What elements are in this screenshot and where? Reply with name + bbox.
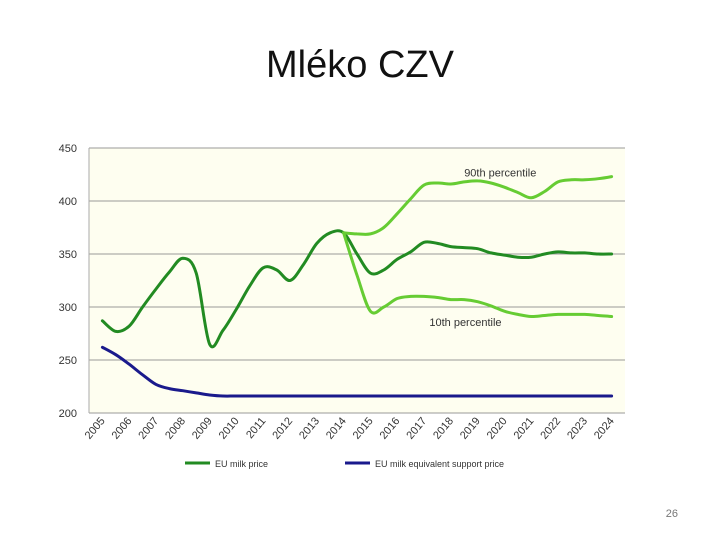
y-axis-ticks: 200 250 300 350 400 450 (59, 143, 77, 420)
y-tick-label: 200 (59, 408, 77, 420)
plot-background (89, 148, 625, 413)
page-number: 26 (665, 508, 678, 520)
x-axis-ticks: 2005 2006 2007 2008 2009 2010 2011 2012 2013 2014… (83, 415, 617, 441)
slide-title: Mléko CZV (266, 44, 454, 86)
series-line-0 (100, 229, 614, 349)
series-line-1 (342, 175, 614, 236)
x-tick-label: 2011 (244, 415, 268, 441)
x-tick-label: 2016 (378, 415, 403, 441)
y-tick-label: 300 (59, 302, 77, 314)
legend-label: EU milk equivalent support price (375, 459, 504, 469)
x-tick-label: 2015 (351, 415, 376, 441)
x-tick-label: 2005 (83, 415, 108, 441)
x-tick-label: 2012 (270, 415, 295, 441)
x-tick-label: 2022 (538, 415, 563, 441)
milk-price-chart: 200 250 300 350 400 450 2005 2006 2007 2008 2009 2… (40, 130, 640, 475)
y-tick-label: 350 (59, 249, 77, 261)
x-tick-label: 2007 (136, 415, 161, 441)
y-tick-label: 400 (59, 196, 77, 208)
series-line-2 (342, 231, 614, 319)
annotations: 90th percentile 10th percentile (429, 168, 536, 329)
gridlines (88, 147, 625, 414)
y-tick-label: 250 (59, 355, 77, 367)
x-tick-label: 2008 (163, 415, 188, 441)
legend: EU milk price EU milk equivalent support … (185, 459, 504, 469)
series-line-3 (100, 345, 614, 398)
x-tick-label: 2024 (592, 415, 617, 441)
annotation-label: 10th percentile (429, 317, 501, 329)
series-lines (100, 175, 614, 398)
x-tick-label: 2014 (324, 415, 349, 441)
x-tick-label: 2017 (404, 415, 429, 441)
x-tick-label: 2019 (458, 415, 483, 441)
x-tick-label: 2023 (565, 415, 590, 441)
y-tick-label: 450 (59, 143, 77, 155)
x-tick-label: 2018 (431, 415, 456, 441)
legend-label: EU milk price (215, 459, 268, 469)
x-tick-label: 2006 (110, 415, 135, 441)
x-tick-label: 2021 (512, 415, 537, 441)
x-tick-label: 2020 (485, 415, 510, 441)
x-tick-label: 2010 (217, 415, 242, 441)
x-tick-label: 2009 (190, 415, 215, 441)
x-tick-label: 2013 (297, 415, 322, 441)
annotation-label: 90th percentile (464, 168, 536, 180)
